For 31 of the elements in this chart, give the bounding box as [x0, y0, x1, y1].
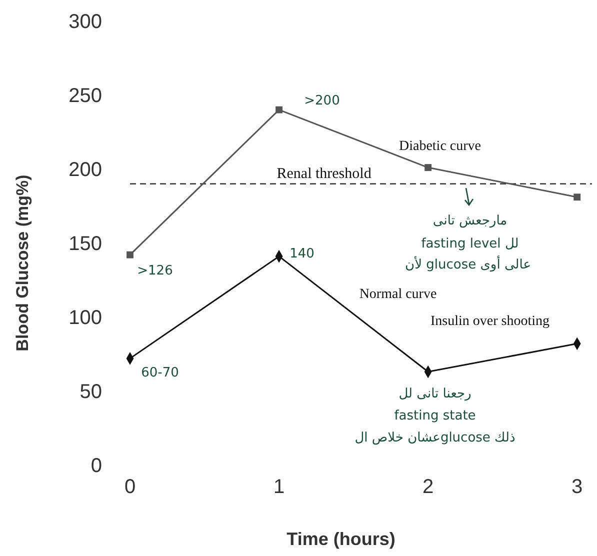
ref-line-label: Renal threshold — [276, 166, 372, 182]
x-tick-label: 1 — [273, 476, 285, 498]
annotation: Insulin over shooting — [430, 314, 550, 329]
annotation: >126 — [137, 264, 173, 279]
annotation: مارجعش تانى — [432, 214, 508, 229]
x-tick-label: 3 — [572, 476, 583, 498]
y-tick-label: 250 — [68, 85, 102, 107]
annotation: 60-70 — [141, 366, 179, 381]
series-label: Diabetic curve — [398, 139, 482, 154]
point — [424, 164, 432, 171]
annotation: عشان خلاص الglucose ذلك — [354, 430, 516, 446]
point — [126, 251, 134, 258]
x-axis-title: Time (hours) — [286, 529, 396, 549]
y-tick-label: 50 — [80, 381, 102, 403]
y-tick-label: 200 — [68, 159, 102, 181]
annotation: fasting level لل — [421, 236, 519, 252]
y-tick-label: 0 — [90, 455, 102, 477]
y-tick-label: 100 — [68, 307, 102, 329]
point — [574, 194, 581, 201]
annotation: 140 — [290, 246, 314, 262]
series-label: Normal curve — [359, 287, 437, 302]
point — [276, 106, 282, 114]
annotation: رجعنا تانى لل — [398, 386, 472, 402]
y-tick-label: 150 — [68, 233, 102, 255]
annotation: fasting state — [394, 408, 476, 424]
annotation: لأن glucose عالى أوى — [405, 256, 531, 273]
x-tick-label: 2 — [422, 476, 434, 498]
y-axis-title: Blood Glucose (mg%) — [13, 174, 32, 352]
annotation: >200 — [304, 94, 340, 109]
x-tick-label: 0 — [124, 476, 136, 498]
y-tick-label: 300 — [68, 11, 102, 33]
